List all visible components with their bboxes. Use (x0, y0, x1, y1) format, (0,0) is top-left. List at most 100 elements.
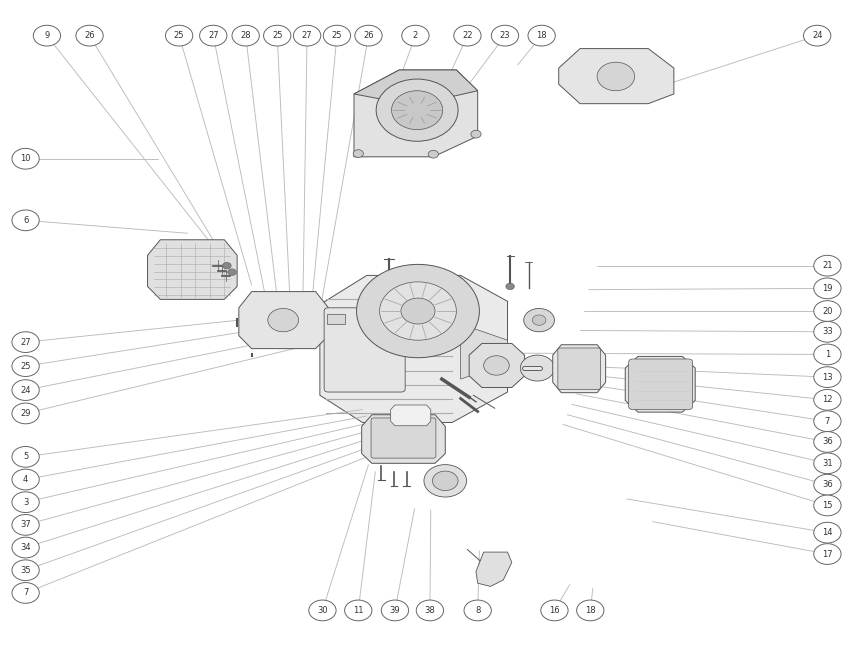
Circle shape (470, 130, 481, 138)
Circle shape (227, 269, 236, 275)
Text: 38: 38 (424, 606, 435, 615)
Circle shape (232, 25, 259, 46)
Circle shape (12, 492, 39, 513)
Text: 27: 27 (302, 31, 312, 40)
Circle shape (813, 344, 840, 365)
Circle shape (432, 471, 458, 491)
Circle shape (354, 25, 382, 46)
Text: 39: 39 (389, 606, 400, 615)
Text: 2: 2 (412, 31, 417, 40)
Text: 4: 4 (23, 475, 28, 484)
Circle shape (293, 25, 320, 46)
Text: 17: 17 (821, 550, 832, 559)
FancyBboxPatch shape (557, 348, 600, 389)
Polygon shape (147, 240, 237, 299)
Circle shape (803, 25, 830, 46)
Polygon shape (361, 415, 445, 463)
Text: 7: 7 (23, 588, 28, 597)
Circle shape (491, 25, 518, 46)
Text: 27: 27 (20, 338, 31, 347)
Circle shape (308, 600, 336, 621)
Circle shape (76, 25, 103, 46)
Circle shape (12, 332, 39, 353)
Polygon shape (354, 70, 477, 100)
Circle shape (813, 278, 840, 299)
Text: 22: 22 (462, 31, 472, 40)
Polygon shape (475, 552, 511, 586)
Circle shape (12, 515, 39, 535)
Text: 25: 25 (20, 362, 31, 371)
Text: 14: 14 (821, 528, 832, 537)
Text: 12: 12 (821, 395, 832, 404)
Text: 27: 27 (208, 31, 218, 40)
Circle shape (12, 403, 39, 424)
Circle shape (416, 600, 443, 621)
Text: 7: 7 (824, 417, 829, 426)
Text: 24: 24 (20, 386, 31, 395)
Circle shape (12, 446, 39, 467)
Text: 8: 8 (475, 606, 480, 615)
Polygon shape (354, 70, 477, 157)
Text: 1: 1 (824, 350, 829, 359)
FancyBboxPatch shape (371, 418, 435, 458)
Circle shape (532, 315, 545, 325)
Circle shape (463, 600, 491, 621)
Circle shape (523, 308, 554, 332)
Circle shape (323, 25, 350, 46)
Circle shape (428, 150, 438, 158)
Circle shape (453, 25, 481, 46)
Text: 31: 31 (821, 459, 832, 468)
Text: 36: 36 (821, 480, 832, 489)
Circle shape (813, 522, 840, 543)
Polygon shape (469, 343, 524, 388)
Circle shape (268, 308, 298, 332)
Circle shape (12, 148, 39, 169)
Polygon shape (625, 356, 694, 412)
Circle shape (401, 25, 429, 46)
Text: 21: 21 (821, 261, 832, 270)
Text: 29: 29 (20, 409, 31, 418)
Circle shape (813, 255, 840, 276)
Text: 25: 25 (174, 31, 184, 40)
Text: 35: 35 (20, 566, 31, 575)
Circle shape (813, 301, 840, 321)
Circle shape (813, 389, 840, 410)
Circle shape (813, 411, 840, 432)
Circle shape (391, 91, 442, 130)
Circle shape (540, 600, 567, 621)
Text: 34: 34 (20, 543, 31, 552)
Circle shape (12, 210, 39, 231)
Circle shape (33, 25, 60, 46)
Circle shape (813, 474, 840, 495)
Circle shape (344, 600, 371, 621)
Text: 6: 6 (23, 216, 28, 225)
Circle shape (12, 380, 39, 400)
Text: 20: 20 (821, 307, 832, 316)
Text: 37: 37 (20, 520, 31, 529)
Circle shape (505, 283, 514, 290)
Text: 30: 30 (317, 606, 327, 615)
Circle shape (400, 298, 435, 324)
Circle shape (483, 356, 509, 375)
Circle shape (376, 79, 458, 141)
Polygon shape (460, 324, 507, 379)
Text: 9: 9 (44, 31, 49, 40)
Polygon shape (326, 314, 345, 324)
Text: 19: 19 (821, 284, 832, 293)
Circle shape (813, 544, 840, 564)
Text: 25: 25 (331, 31, 342, 40)
Text: 36: 36 (821, 437, 832, 446)
Circle shape (576, 600, 603, 621)
Circle shape (813, 321, 840, 342)
Polygon shape (320, 275, 507, 422)
Text: 26: 26 (84, 31, 95, 40)
Circle shape (423, 465, 466, 497)
Circle shape (520, 355, 554, 381)
Circle shape (263, 25, 291, 46)
Circle shape (222, 262, 231, 269)
FancyBboxPatch shape (324, 308, 405, 392)
Polygon shape (558, 49, 673, 104)
Circle shape (813, 367, 840, 388)
Circle shape (813, 432, 840, 452)
Text: 11: 11 (353, 606, 363, 615)
